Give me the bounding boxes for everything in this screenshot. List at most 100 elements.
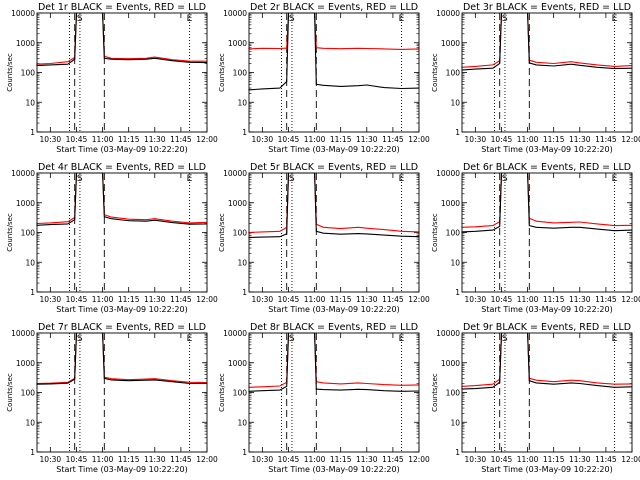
- y-tick-label: 10000: [436, 329, 460, 338]
- x-tick-label: 11:30: [144, 455, 166, 464]
- x-axis-label: Start Time (03-May-09 10:22:20): [268, 465, 399, 474]
- chart-panel-7: Det 7r BLACK = Events, RED = LLD Counts/s…: [6, 322, 218, 474]
- y-axis-label: Counts/sec: [6, 373, 14, 412]
- plot-frame: [248, 12, 420, 133]
- marker-label: E: [187, 14, 193, 24]
- marker-label: S: [502, 174, 508, 184]
- x-tick-label: 12:00: [621, 135, 640, 144]
- x-tick-label: 11:15: [118, 135, 140, 144]
- x-tick-label: 10:30: [40, 295, 62, 304]
- x-tick-label: 11:00: [304, 135, 326, 144]
- y-tick-label: 1: [455, 448, 460, 457]
- chart-title: Det 3r BLACK = Events, RED = LLD: [463, 2, 631, 13]
- x-tick-label: 11:15: [543, 135, 565, 144]
- x-tick-label: 11:30: [356, 455, 378, 464]
- x-tick-label: 11:00: [92, 295, 114, 304]
- series-line-red-lld: [36, 12, 207, 65]
- x-tick-label: 11:00: [304, 455, 326, 464]
- y-tick-label: 1: [455, 288, 460, 297]
- y-tick-label: 1000: [16, 359, 35, 368]
- marker-label: S: [502, 334, 508, 344]
- x-tick-label: 11:15: [330, 455, 352, 464]
- marker-label: S: [289, 14, 295, 24]
- x-tick-label: 11:00: [517, 295, 539, 304]
- x-tick-label: 10:45: [278, 135, 300, 144]
- y-tick-label: 100: [233, 69, 248, 78]
- x-axis-label: Start Time (03-May-09 10:22:20): [268, 305, 399, 314]
- marker-label: E: [399, 174, 405, 184]
- y-axis-label: Counts/sec: [431, 373, 439, 412]
- y-tick-label: 1000: [228, 359, 247, 368]
- y-tick-label: 1: [30, 448, 35, 457]
- series-line-black-events: [461, 172, 633, 233]
- y-axis-label: Counts/sec: [431, 213, 439, 252]
- series-line-red-lld: [36, 332, 208, 385]
- x-tick-label: 11:45: [382, 135, 404, 144]
- y-axis-label: Counts/sec: [218, 213, 226, 252]
- x-tick-label: 11:45: [382, 295, 404, 304]
- y-tick-label: 1000: [441, 199, 460, 208]
- x-tick-label: 10:30: [40, 455, 62, 464]
- chart-panel-8: Det 8r BLACK = Events, RED = LLD Counts/s…: [218, 322, 430, 474]
- plot-frame: [461, 12, 633, 133]
- x-tick-label: 10:30: [40, 135, 62, 144]
- marker-label: S: [502, 14, 508, 24]
- marker-label: E: [612, 334, 618, 344]
- chart-panel-1: Det 1r BLACK = Events, RED = LLD Counts/s…: [6, 2, 218, 154]
- x-tick-label: 11:30: [144, 135, 166, 144]
- y-tick-label: 10: [25, 98, 35, 107]
- x-tick-label: 12:00: [196, 295, 218, 304]
- y-tick-label: 10: [237, 418, 247, 427]
- x-axis-label: Start Time (03-May-09 10:22:20): [481, 305, 612, 314]
- y-axis-label: Counts/sec: [218, 373, 226, 412]
- x-tick-label: 11:30: [356, 135, 378, 144]
- marker-label: E: [187, 174, 193, 184]
- x-tick-label: 12:00: [408, 135, 430, 144]
- plot-frame: [248, 172, 420, 293]
- y-tick-label: 1: [242, 448, 247, 457]
- x-tick-label: 11:00: [517, 455, 539, 464]
- chart-title: Det 6r BLACK = Events, RED = LLD: [463, 162, 631, 173]
- chart-panel-2: Det 2r BLACK = Events, RED = LLD Counts/s…: [218, 2, 430, 154]
- x-tick-label: 11:45: [595, 295, 617, 304]
- series-line-red-lld: [461, 332, 633, 387]
- y-tick-label: 1: [30, 128, 35, 137]
- x-tick-label: 11:30: [569, 455, 591, 464]
- series-line-black-events: [461, 12, 633, 71]
- y-tick-label: 10000: [436, 9, 460, 18]
- chart-panel-3: Det 3r BLACK = Events, RED = LLD Counts/s…: [431, 2, 640, 154]
- y-tick-label: 10000: [223, 9, 247, 18]
- x-tick-label: 11:30: [569, 295, 591, 304]
- x-axis-label: Start Time (03-May-09 10:22:20): [56, 145, 187, 154]
- y-axis-label: Counts/sec: [431, 53, 439, 92]
- chart-panel-9: Det 9r BLACK = Events, RED = LLD Counts/s…: [431, 322, 640, 474]
- x-tick-label: 10:30: [252, 295, 274, 304]
- chart-title: Det 7r BLACK = Events, RED = LLD: [38, 322, 206, 333]
- x-tick-label: 10:30: [252, 135, 274, 144]
- x-tick-label: 11:30: [356, 295, 378, 304]
- x-tick-label: 10:30: [252, 455, 274, 464]
- plot-frame: [36, 332, 208, 453]
- marker-label: E: [187, 334, 193, 344]
- x-tick-label: 10:45: [278, 455, 300, 464]
- marker-label: S: [77, 334, 83, 344]
- x-axis-label: Start Time (03-May-09 10:22:20): [268, 145, 399, 154]
- marker-label: E: [399, 334, 405, 344]
- y-tick-label: 100: [21, 69, 36, 78]
- y-tick-label: 10: [450, 98, 460, 107]
- series-line-black-events: [36, 332, 207, 385]
- y-tick-label: 1000: [228, 199, 247, 208]
- marker-label: E: [399, 14, 405, 24]
- x-tick-label: 10:45: [491, 135, 513, 144]
- x-tick-label: 11:00: [92, 135, 114, 144]
- x-tick-label: 11:45: [382, 455, 404, 464]
- x-tick-label: 10:30: [465, 135, 487, 144]
- x-tick-label: 11:15: [118, 455, 140, 464]
- y-tick-label: 10000: [11, 329, 35, 338]
- chart-panel-6: Det 6r BLACK = Events, RED = LLD Counts/s…: [431, 162, 640, 314]
- x-tick-label: 10:30: [465, 455, 487, 464]
- y-tick-label: 1: [242, 288, 247, 297]
- y-tick-label: 1: [455, 128, 460, 137]
- chart-title: Det 5r BLACK = Events, RED = LLD: [250, 162, 418, 173]
- x-tick-label: 11:30: [569, 135, 591, 144]
